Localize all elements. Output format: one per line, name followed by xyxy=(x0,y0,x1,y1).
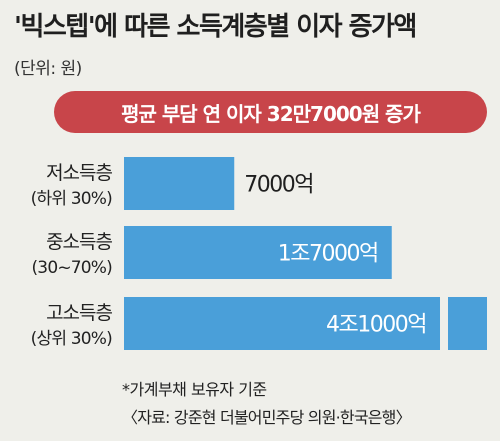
bar xyxy=(124,297,440,350)
footnote: *가계부채 보유자 기준 xyxy=(122,380,267,399)
category-sublabel: (상위 30%) xyxy=(31,329,113,349)
bar xyxy=(124,157,235,210)
category-sublabel: (30~70%) xyxy=(31,258,112,278)
category-label: 저소득층 xyxy=(46,162,112,184)
bar-continuation xyxy=(448,297,487,350)
value-label: 7000억 xyxy=(244,173,313,198)
chart-title: '빅스텝'에 따른 소득계층별 이자 증가액 xyxy=(14,12,417,42)
value-label: 4조1000억 xyxy=(326,313,426,338)
value-label: 1조7000억 xyxy=(278,242,378,267)
source-note: 〈자료: 강준현 더불어민주당 의원·한국은행〉 xyxy=(122,408,412,427)
summary-banner: 평균 부담 연 이자 32만7000원 증가 xyxy=(54,91,487,133)
unit-label: (단위: 원) xyxy=(14,59,82,79)
bar xyxy=(124,226,392,279)
category-label: 중소득층 xyxy=(46,231,112,253)
category-sublabel: (하위 30%) xyxy=(31,189,113,209)
category-label: 고소득층 xyxy=(46,302,112,324)
